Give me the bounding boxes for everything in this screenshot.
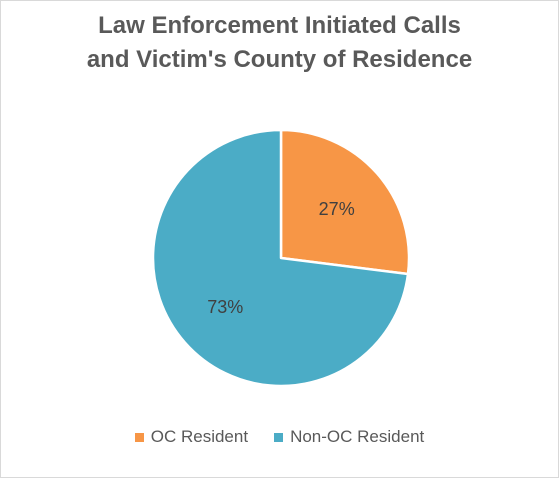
pie-slice-non-oc-resident — [151, 128, 410, 388]
legend-label-non-oc-resident: Non-OC Resident — [290, 427, 425, 446]
legend-swatch-non-oc-resident — [274, 432, 284, 442]
chart-title-line-1: Law Enforcement Initiated Calls — [98, 12, 461, 39]
pie-slice-oc-resident — [279, 128, 411, 276]
data-label-non-oc-resident: 73% — [207, 297, 243, 317]
legend: OC Resident Non-OC Resident — [1, 427, 558, 447]
legend-swatch-oc-resident — [134, 432, 144, 442]
data-label-oc-resident: 27% — [319, 199, 355, 219]
legend-label-oc-resident: OC Resident — [150, 427, 249, 446]
chart-title: Law Enforcement Initiated Calls and Vict… — [1, 9, 558, 77]
legend-item-non-oc-resident: Non-OC Resident — [274, 427, 424, 447]
chart-title-line-2: and Victim's County of Residence — [86, 46, 473, 73]
legend-item-oc-resident: OC Resident — [134, 427, 249, 447]
